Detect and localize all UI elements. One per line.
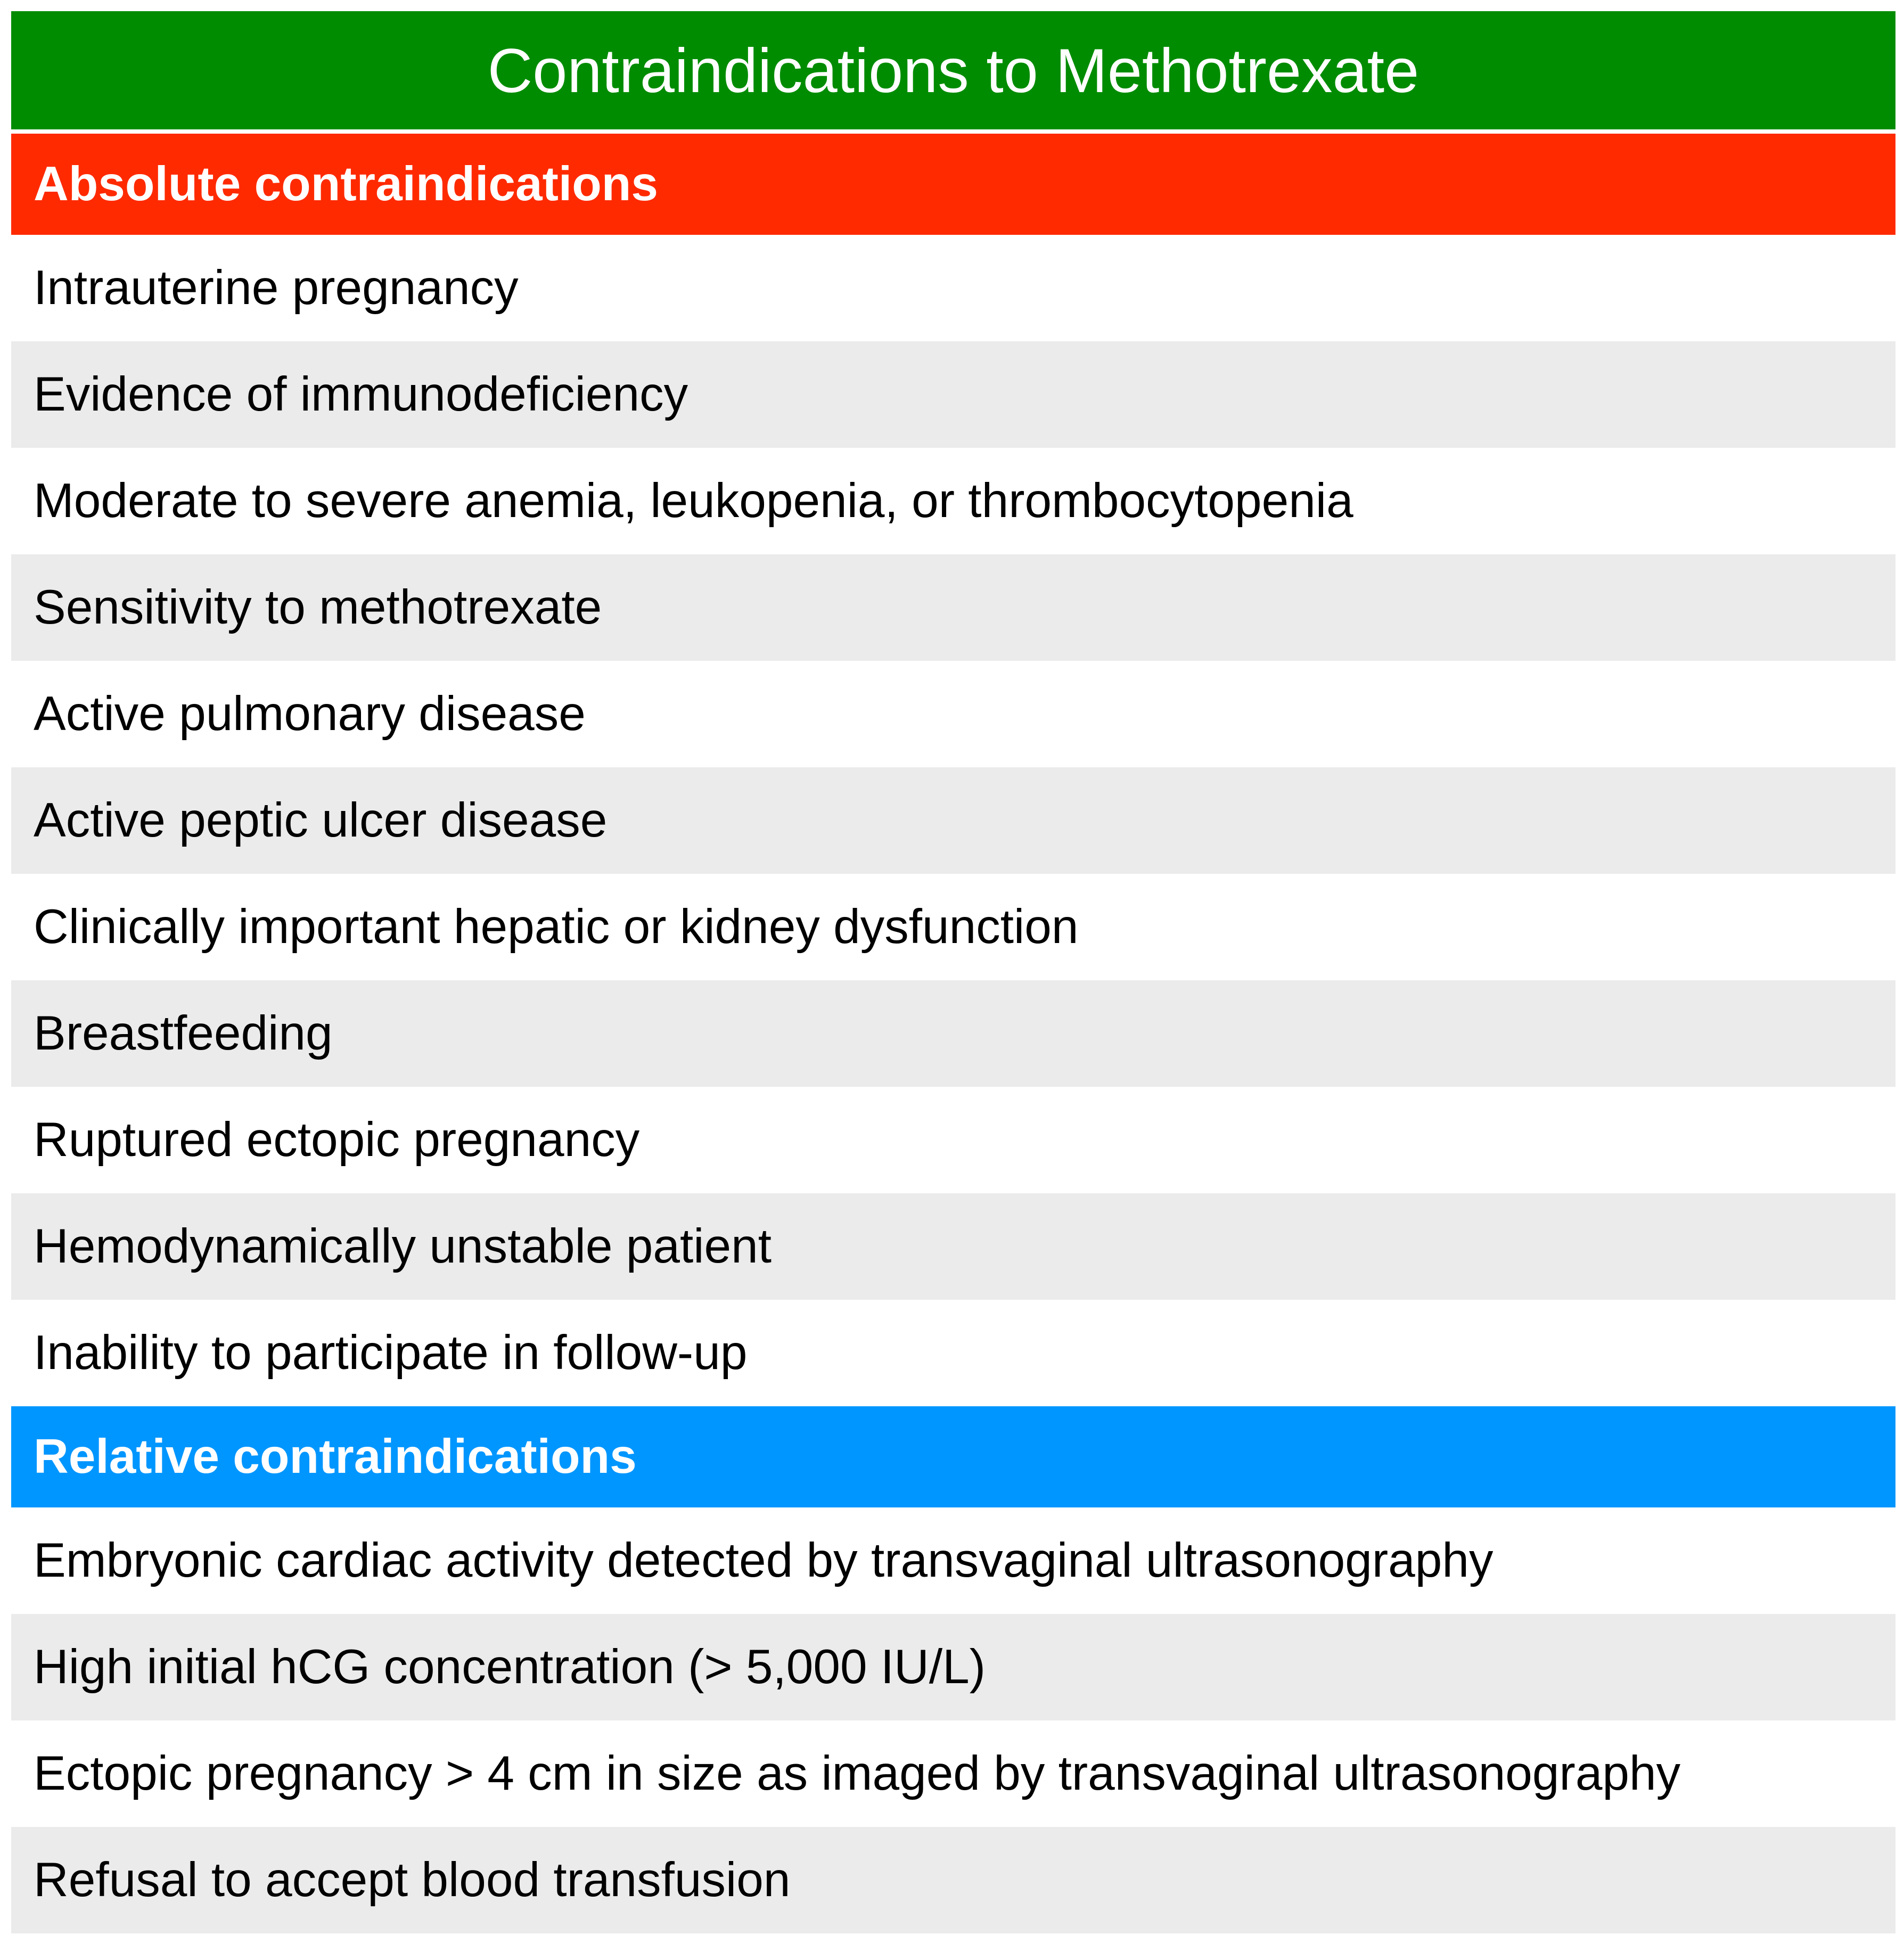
table-row: Evidence of immunodeficiency (11, 341, 1895, 448)
table-row: Clinically important hepatic or kidney d… (11, 874, 1895, 980)
row-text: Embryonic cardiac activity detected by t… (34, 1534, 1493, 1587)
row-text: Moderate to severe anemia, leukopenia, o… (34, 474, 1353, 528)
section-heading-relative: Relative contraindications (11, 1406, 1895, 1507)
table-row: Embryonic cardiac activity detected by t… (11, 1507, 1895, 1614)
row-text: Sensitivity to methotrexate (34, 580, 602, 634)
section-heading-absolute: Absolute contraindications (11, 134, 1895, 235)
row-text: Ectopic pregnancy > 4 cm in size as imag… (34, 1747, 1681, 1800)
sections-container: Absolute contraindications Intrauterine p… (11, 134, 1895, 1933)
row-text: Clinically important hepatic or kidney d… (34, 900, 1079, 954)
table-row: Active pulmonary disease (11, 661, 1895, 767)
row-text: Inability to participate in follow-up (34, 1326, 748, 1380)
row-text: High initial hCG concentration (> 5,000 … (34, 1640, 986, 1694)
table-row: Refusal to accept blood transfusion (11, 1827, 1895, 1933)
table-row: Moderate to severe anemia, leukopenia, o… (11, 448, 1895, 554)
table-row: Ruptured ectopic pregnancy (11, 1087, 1895, 1193)
row-text: Active pulmonary disease (34, 687, 586, 741)
row-text: Active peptic ulcer disease (34, 793, 608, 847)
table-title: Contraindications to Methotrexate (11, 11, 1895, 129)
table-title-text: Contraindications to Methotrexate (487, 35, 1419, 105)
title-divider (11, 129, 1895, 134)
table-row: Sensitivity to methotrexate (11, 554, 1895, 661)
table-row: Inability to participate in follow-up (11, 1300, 1895, 1406)
table-row: High initial hCG concentration (> 5,000 … (11, 1614, 1895, 1720)
row-text: Evidence of immunodeficiency (34, 367, 688, 421)
row-text: Ruptured ectopic pregnancy (34, 1113, 640, 1167)
contraindications-table: Contraindications to Methotrexate Absolu… (11, 11, 1895, 1933)
row-text: Hemodynamically unstable patient (34, 1219, 772, 1273)
row-text: Intrauterine pregnancy (34, 261, 519, 315)
table-row: Intrauterine pregnancy (11, 235, 1895, 341)
row-text: Refusal to accept blood transfusion (34, 1853, 791, 1907)
table-row: Active peptic ulcer disease (11, 767, 1895, 874)
table-row: Breastfeeding (11, 980, 1895, 1087)
table-row: Ectopic pregnancy > 4 cm in size as imag… (11, 1720, 1895, 1827)
row-text: Breastfeeding (34, 1006, 333, 1060)
table-row: Hemodynamically unstable patient (11, 1193, 1895, 1300)
